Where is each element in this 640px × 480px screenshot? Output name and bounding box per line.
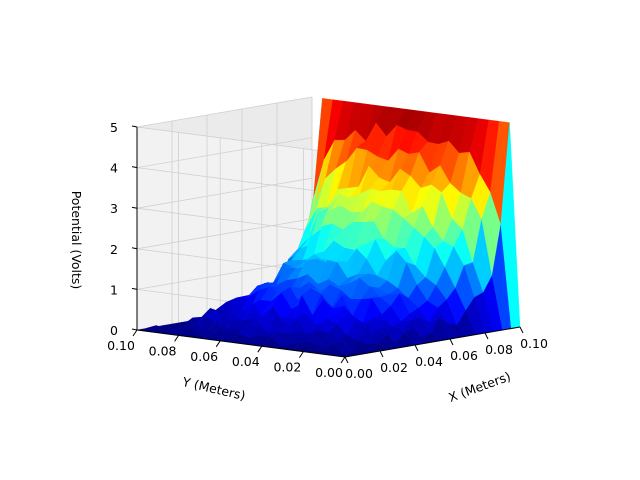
x-tick-label: 0.04 [415,354,443,369]
x-tick [379,350,384,358]
z-tick [131,125,138,128]
y-tick-label: 0.00 [315,365,343,380]
x-tick [414,344,419,352]
y-tick [132,329,138,337]
x-tick-label: 0.02 [380,360,408,375]
x-tick [449,338,454,346]
z-tick-label: 3 [110,201,118,216]
y-tick-label: 0.02 [273,360,301,375]
x-tick [344,356,349,364]
y-tick [340,356,346,364]
z-tick-label: 2 [110,242,118,257]
x-tick-label: 0.10 [520,336,548,351]
z-axis-label: Potential (Volts) [69,191,84,290]
x-tick [484,332,489,340]
x-tick-label: 0.08 [485,342,513,357]
y-tick-label: 0.04 [232,354,260,369]
y-tick-label: 0.10 [107,338,135,353]
z-tick [131,287,138,290]
potential-surface [136,98,521,358]
y-tick-label: 0.06 [190,349,218,364]
z-tick-label: 5 [110,120,118,135]
y-tick [174,335,180,342]
y-tick [257,345,263,353]
z-tick [131,166,138,169]
y-axis-line [136,329,346,358]
x-tick-label: 0.06 [450,348,478,363]
x-axis-line [344,326,521,358]
z-tick [131,328,138,331]
y-axis-label: Y (Meters) [180,374,247,403]
axis-lines [136,127,521,358]
x-tick-label: 0.00 [345,366,373,381]
z-tick-label: 1 [110,282,118,297]
z-tick-label: 4 [110,161,118,176]
x-tick [519,326,524,334]
x-axis-label: X (Meters) [446,369,512,405]
tick-labels: 0.00 0.02 0.04 0.06 0.08 0.10 0.10 0.08 0.06 0.04… [107,120,548,381]
z-tick [131,247,138,250]
z-tick-label: 0 [110,323,118,338]
z-tick [131,206,138,209]
y-tick-label: 0.08 [149,343,177,358]
y-tick [215,340,221,348]
y-tick [298,351,304,358]
